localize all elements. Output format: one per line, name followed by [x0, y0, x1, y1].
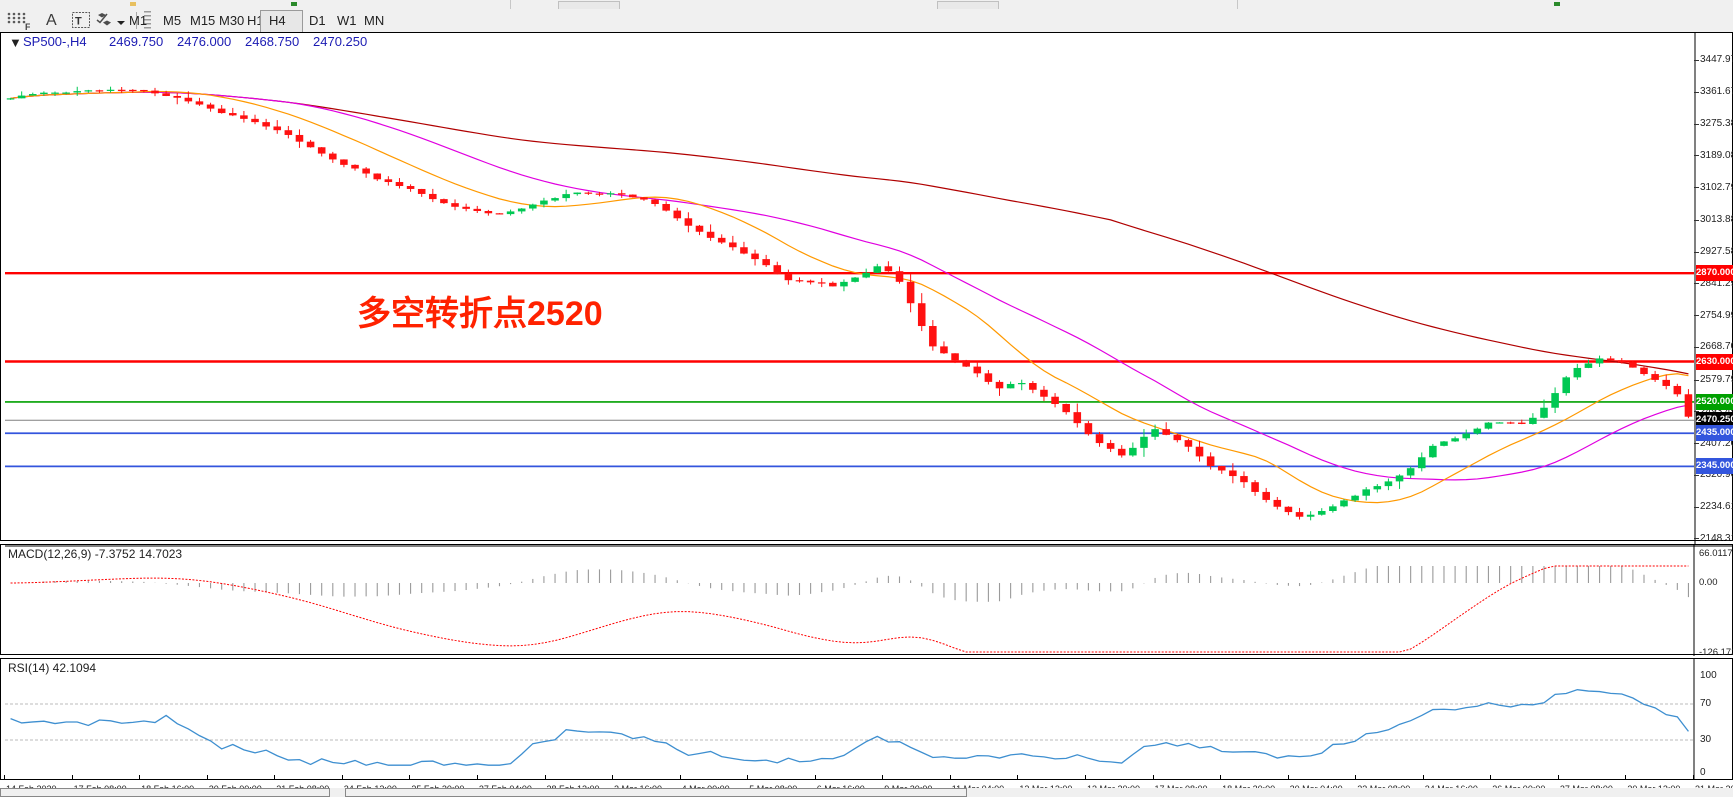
- svg-text:T: T: [75, 16, 82, 28]
- svg-text:F: F: [25, 22, 30, 31]
